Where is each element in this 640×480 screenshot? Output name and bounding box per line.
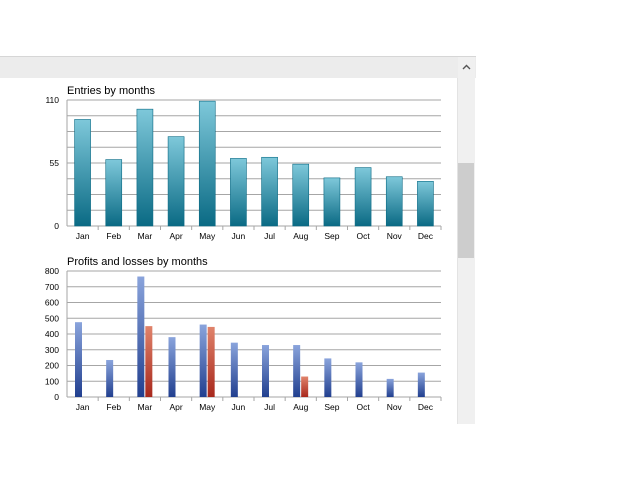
x-tick-label: May: [199, 402, 216, 412]
y-tick-label: 800: [45, 266, 59, 276]
x-tick-label: May: [199, 231, 216, 241]
y-tick-label: 110: [45, 95, 59, 105]
x-tick-label: Oct: [356, 231, 370, 241]
bar-loss: [301, 376, 309, 397]
bar-profit: [168, 337, 176, 397]
x-tick-label: Mar: [138, 231, 153, 241]
bar-loss: [207, 326, 215, 397]
bar-profit: [386, 378, 394, 397]
panel-header-bar: [0, 56, 476, 78]
bar-entries: [74, 119, 91, 227]
y-tick-label: 200: [45, 361, 59, 371]
x-tick-label: Jun: [232, 402, 246, 412]
y-tick-label: 600: [45, 298, 59, 308]
vertical-scrollbar[interactable]: [458, 57, 475, 424]
bar-entries: [292, 163, 310, 227]
bar-entries: [417, 181, 434, 227]
x-tick-label: Apr: [169, 402, 182, 412]
y-tick-label: 400: [45, 329, 59, 339]
bar-profit: [262, 345, 269, 397]
bar-profit: [106, 359, 114, 397]
y-tick-label: 100: [45, 376, 59, 386]
bar-entries: [261, 156, 278, 227]
x-tick-label: Jan: [76, 402, 90, 412]
x-tick-label: Nov: [387, 402, 403, 412]
bar-profit: [75, 322, 82, 397]
bar-profit: [137, 276, 145, 397]
x-tick-label: Jan: [76, 231, 90, 241]
profits-losses-chart: Profits and losses by months 0 100 200 300 4…: [45, 256, 442, 412]
x-tick-label: Nov: [387, 231, 403, 241]
x-tick-label: Jun: [232, 231, 246, 241]
bar-profit: [293, 345, 301, 397]
y-tick-label: 500: [45, 313, 59, 323]
bar-entries: [167, 136, 185, 227]
x-tick-label: Dec: [418, 402, 434, 412]
bar-entries: [136, 108, 154, 227]
bar-profit: [230, 342, 238, 397]
bar-entries: [230, 158, 247, 227]
y-tick-label: 55: [50, 158, 60, 168]
x-tick-label: Sep: [324, 231, 339, 241]
bar-entries: [323, 177, 341, 227]
chart-title: Profits and losses by months: [67, 256, 208, 268]
bar-profit: [324, 358, 332, 397]
x-tick-label: Aug: [293, 402, 308, 412]
y-tick-label: 0: [54, 221, 59, 231]
x-tick-label: Mar: [138, 402, 153, 412]
chart-title: Entries by months: [67, 85, 156, 97]
bar-entries: [354, 167, 372, 227]
x-tick-label: Aug: [293, 231, 308, 241]
x-tick-label: Feb: [106, 402, 121, 412]
bar-profit: [417, 372, 425, 397]
x-tick-label: Feb: [106, 231, 121, 241]
chevron-up-icon: [462, 64, 471, 69]
y-tick-label: 700: [45, 282, 59, 292]
y-tick-label: 0: [54, 392, 59, 402]
x-tick-label: Oct: [356, 402, 370, 412]
x-tick-label: Apr: [169, 231, 182, 241]
entries-chart: Entries by months 0 55 110 Jan Feb Mar Apr May…: [45, 85, 442, 241]
x-tick-label: Jul: [264, 231, 275, 241]
y-tick-label: 300: [45, 345, 59, 355]
bar-profit: [355, 362, 363, 397]
bar-entries: [385, 176, 403, 227]
scroll-thumb[interactable]: [458, 163, 474, 258]
bar-loss: [145, 326, 153, 397]
x-tick-label: Dec: [418, 231, 434, 241]
x-tick-label: Sep: [324, 402, 339, 412]
bar-profit: [199, 324, 207, 397]
x-tick-label: Jul: [264, 402, 275, 412]
bar-entries: [105, 159, 123, 227]
bar-entries: [198, 100, 216, 227]
scroll-up-button[interactable]: [458, 57, 475, 76]
